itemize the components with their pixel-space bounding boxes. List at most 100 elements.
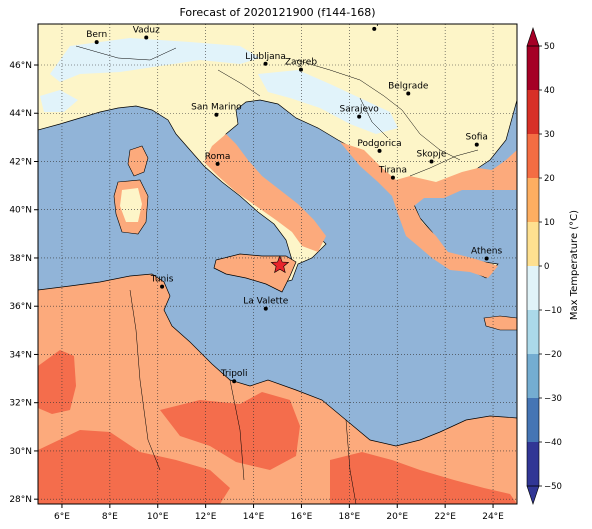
colorbar-tick-label: 0	[544, 262, 549, 272]
colorbar-tick-label: 50	[544, 42, 555, 52]
colorbar-extend-top	[526, 27, 540, 47]
city-label: Roma	[205, 152, 231, 162]
city-dot	[263, 61, 268, 66]
colorbar-tick-label: −10	[544, 306, 562, 316]
city-dot	[232, 379, 237, 384]
city-label: Bern	[86, 30, 107, 40]
city-label: La Valette	[243, 297, 288, 307]
colorbar-band	[527, 90, 539, 134]
cold-region	[258, 70, 398, 134]
lon-tick-label: 8°E	[102, 512, 118, 522]
city-label: Skopje	[417, 149, 447, 159]
colorbar-tick-label: 10	[544, 218, 555, 228]
city-dot	[357, 114, 362, 119]
city-dot	[484, 256, 489, 261]
city-dot	[263, 306, 268, 311]
city-dot	[429, 159, 434, 164]
colorbar-tick-label: 40	[544, 86, 555, 96]
city-label: Sofia	[466, 133, 488, 143]
crete	[483, 315, 517, 331]
lat-tick-label: 40°N	[9, 206, 32, 216]
city-label: Vaduz	[133, 26, 160, 36]
city-label: Tripoli	[220, 369, 248, 379]
lat-tick-label: 42°N	[9, 157, 32, 167]
colorbar-tick-label: −50	[544, 482, 562, 492]
lon-tick-label: 18°E	[339, 512, 361, 522]
lat-tick-label: 34°N	[9, 350, 32, 360]
city-dot	[144, 35, 149, 40]
colorbar-tick-label: −20	[544, 350, 562, 360]
city-label: Belgrade	[388, 81, 429, 91]
lat-axis: 28°N 30°N 32°N 34°N 36°N 38°N 40°N 42°N 44°N 46°N	[9, 61, 38, 505]
lon-axis: 6°E 8°E 10°E 12°E 14°E 16°E 18°E 20°E 22°E 24°E	[54, 504, 504, 522]
city-dot	[298, 67, 303, 72]
city-dot	[372, 26, 377, 31]
city-label: San Marino	[191, 103, 242, 113]
lon-tick-label: 24°E	[482, 512, 504, 522]
city-label: Podgorica	[357, 139, 401, 149]
colorbar-band	[527, 46, 539, 90]
city-dot	[215, 161, 220, 166]
lon-tick-label: 10°E	[147, 512, 169, 522]
graticule	[38, 24, 517, 504]
colorbar-band	[527, 354, 539, 398]
lon-tick-label: 16°E	[291, 512, 313, 522]
colorbar-tick-label: 30	[544, 130, 555, 140]
lat-tick-label: 36°N	[9, 302, 32, 312]
colorbar-extend-bottom	[526, 485, 540, 505]
map-frame	[37, 23, 518, 505]
lon-tick-label: 20°E	[386, 512, 408, 522]
city-dot	[377, 148, 382, 153]
warm-coast	[204, 134, 326, 252]
lat-tick-label: 38°N	[9, 254, 32, 264]
colorbar-tick-label: −40	[544, 438, 562, 448]
cold-region	[40, 90, 78, 112]
lon-tick-label: 14°E	[243, 512, 265, 522]
sardinia-inland	[120, 188, 142, 222]
city-dot	[406, 91, 411, 96]
colorbar-band	[527, 310, 539, 354]
lat-tick-label: 30°N	[9, 447, 32, 457]
colorbar: −50 −40 −30 −20 −10 0 10 20 30 40 50	[526, 27, 562, 505]
city-dot	[94, 40, 99, 45]
city-label: Athens	[471, 246, 502, 256]
borders	[75, 45, 479, 504]
lat-tick-label: 44°N	[9, 109, 32, 119]
lon-tick-label: 22°E	[434, 512, 456, 522]
map-title: Forecast of 2020121900 (f144-168)	[179, 6, 376, 19]
city-dot	[474, 142, 479, 147]
city-label: Sarajevo	[340, 105, 380, 115]
city-dot	[214, 112, 219, 117]
city-label: Budapest	[353, 17, 396, 27]
hot-region	[160, 392, 300, 470]
cold-region	[50, 38, 260, 82]
colorbar-band	[527, 266, 539, 310]
city-label: Tunis	[150, 275, 174, 285]
hot-region	[38, 430, 230, 504]
city-dot	[160, 284, 165, 289]
city-label: Tirana	[378, 166, 407, 176]
colorbar-band	[527, 178, 539, 222]
hot-region	[38, 350, 76, 414]
lon-tick-label: 6°E	[54, 512, 70, 522]
colorbar-band	[527, 442, 539, 486]
africa-land	[38, 273, 517, 504]
city-dot	[390, 175, 395, 180]
colorbar-band	[527, 222, 539, 266]
colorbar-band	[527, 134, 539, 178]
colorbar-tick-label: −30	[544, 394, 562, 404]
city-label: Zagreb	[285, 58, 317, 68]
hot-region	[330, 452, 517, 504]
lat-tick-label: 32°N	[9, 399, 32, 409]
red-star-marker	[270, 255, 290, 274]
warm-coast	[340, 142, 517, 278]
lat-tick-label: 28°N	[9, 495, 32, 505]
colorbar-label: Max Temperature (°C)	[569, 210, 580, 320]
city-label: Ljubljana	[245, 52, 286, 62]
colorbar-tick-label: 20	[544, 174, 555, 184]
colorbar-band	[527, 398, 539, 442]
corsica	[127, 145, 149, 177]
lat-tick-label: 46°N	[9, 61, 32, 71]
